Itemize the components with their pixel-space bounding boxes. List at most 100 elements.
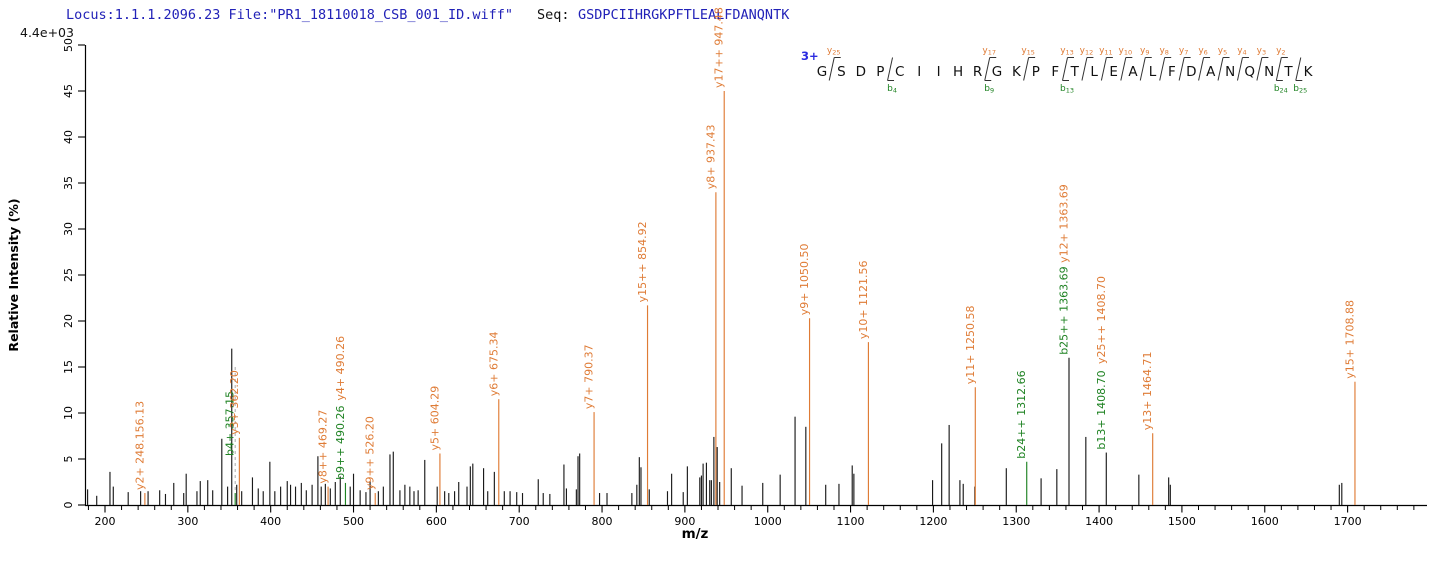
y-tick-label: 40 <box>62 130 75 144</box>
y-ion-label: y13 <box>1060 46 1074 57</box>
y-ion-label: y10 <box>1119 46 1133 57</box>
y-ion-label: y2 <box>1276 46 1285 57</box>
fragment-fence <box>887 57 894 81</box>
peak-ion-label: b4+ 357.15 <box>224 391 237 456</box>
precursor-charge-label: 3+ <box>801 49 819 63</box>
fragment-fence <box>1081 57 1088 81</box>
peak-ion-label: b24++ 1312.66 <box>1015 370 1028 458</box>
generated-plot-content: 0 5 10 15 20 25 30 35 40 45 50 200 300 400 500 600 700 80… <box>62 7 1427 528</box>
x-tick-label: 600 <box>426 515 447 528</box>
residue-letter: L <box>1090 64 1098 80</box>
peak-ion-label: y9++ 526.20 <box>364 416 377 490</box>
x-axis-title: m/z <box>682 526 709 542</box>
y-ion-label: y11 <box>1099 46 1113 57</box>
residue-letter: R <box>973 64 982 80</box>
y-ion-label: y6 <box>1198 46 1207 57</box>
residue-letter: K <box>1304 64 1314 80</box>
y-tick-label: 45 <box>62 84 75 98</box>
peak-ion-label: y17++ 947.48 <box>713 7 726 88</box>
peak-ion-label: y15++ 854.92 <box>636 221 649 302</box>
fragment-fence <box>1023 57 1030 81</box>
residue-letter: F <box>1168 64 1176 80</box>
peak-ion-label: y13+ 1464.71 <box>1141 352 1154 431</box>
y-ion-label: y9 <box>1140 46 1149 57</box>
peak-ion-label: y8++ 469.27 <box>317 410 330 484</box>
x-tick-label: 1000 <box>754 515 782 528</box>
fragment-fence <box>1295 57 1302 81</box>
y-ion-label: y7 <box>1179 46 1188 57</box>
x-tick-label: 900 <box>674 515 695 528</box>
y-ion-label: y3 <box>1257 46 1266 57</box>
residue-letter: H <box>953 64 963 80</box>
b-ion-label: b4 <box>887 84 897 95</box>
fragment-fence <box>1120 57 1127 81</box>
y-ion-label: y12 <box>1080 46 1094 57</box>
x-tick-label: 200 <box>95 515 116 528</box>
x-tick-label: 400 <box>260 515 281 528</box>
y-tick-label: 25 <box>62 268 75 282</box>
peak-ion-label: b13+ 1408.70 <box>1095 370 1108 449</box>
fragment-fence <box>1256 57 1263 81</box>
residue-letter: C <box>895 64 904 80</box>
peak-ion-label: y10+ 1121.56 <box>857 260 870 339</box>
peak-ion-label: y7+ 790.37 <box>583 344 596 409</box>
y-ion-label: y5 <box>1218 46 1227 57</box>
x-tick-label: 300 <box>177 515 198 528</box>
residue-letter: D <box>1186 64 1196 80</box>
residue-letter: T <box>1070 64 1080 80</box>
y-tick-label: 30 <box>62 222 75 236</box>
fragment-fence <box>1139 57 1146 81</box>
residue-letter: F <box>1051 64 1059 80</box>
fragment-fence <box>828 57 835 81</box>
y-tick-label: 10 <box>62 406 75 420</box>
fragment-fence <box>1178 57 1185 81</box>
b-ion-label: b25 <box>1293 84 1307 95</box>
fragment-fence <box>1198 57 1205 81</box>
x-tick-label: 1400 <box>1085 515 1113 528</box>
residue-letter: I <box>917 64 921 80</box>
fragment-fence <box>1159 57 1166 81</box>
y-tick-label: 20 <box>62 314 75 328</box>
residue-letter: N <box>1264 64 1274 80</box>
x-tick-label: 1100 <box>837 515 865 528</box>
y-axis-title: Relative Intensity (%) <box>6 198 21 351</box>
y-ion-label: y4 <box>1237 46 1246 57</box>
peak-ion-label: y8+ 937.43 <box>704 124 717 189</box>
x-tick-label: 800 <box>592 515 613 528</box>
x-tick-label: 500 <box>343 515 364 528</box>
x-tick-label: 1600 <box>1251 515 1279 528</box>
y-ion-label: y25 <box>827 46 841 57</box>
x-tick-label: 1200 <box>919 515 947 528</box>
residue-letter: Q <box>1244 64 1255 80</box>
fragment-fence <box>1062 57 1068 81</box>
x-tick-label: 1300 <box>1002 515 1030 528</box>
y-tick-label: 15 <box>62 360 75 374</box>
intensity-scale-label: 4.4e+03 <box>20 25 74 40</box>
residue-letter: I <box>937 64 941 80</box>
peak-ion-label: y11+ 1250.58 <box>964 306 977 385</box>
peak-ion-label: y3+ 362.20 <box>228 370 241 435</box>
b-ion-label: b24 <box>1274 84 1288 95</box>
peak-ion-label: y25++ 1408.70 <box>1095 276 1108 364</box>
peak-ion-label: y9+ 1050.50 <box>798 244 811 316</box>
residue-letter: A <box>1206 64 1216 80</box>
peak-ion-label: y15+ 1708.88 <box>1343 300 1356 379</box>
y-ion-label: y15 <box>1021 46 1035 57</box>
peak-ion-label: y4+ 490.26 <box>334 336 347 401</box>
peak-ion-label: y6+ 675.34 <box>487 331 500 396</box>
residue-letter: K <box>1012 64 1022 80</box>
y-tick-label: 5 <box>62 456 75 463</box>
residue-letter: P <box>876 64 884 80</box>
b-ion-label: b13 <box>1060 84 1074 95</box>
peak-ion-label: y2+ 248.156.13 <box>133 401 146 490</box>
residue-letter: D <box>856 64 866 80</box>
residue-letter: G <box>817 64 827 80</box>
y-tick-label: 35 <box>62 176 75 190</box>
y-tick-label: 50 <box>62 38 75 52</box>
residue-letter: N <box>1225 64 1235 80</box>
peak-ion-label: y5+ 604.29 <box>428 386 441 451</box>
x-tick-label: 1700 <box>1334 515 1362 528</box>
locus-file-label: Locus:1.1.1.2096.23 File:"PR1_18110018_C… <box>66 7 513 23</box>
